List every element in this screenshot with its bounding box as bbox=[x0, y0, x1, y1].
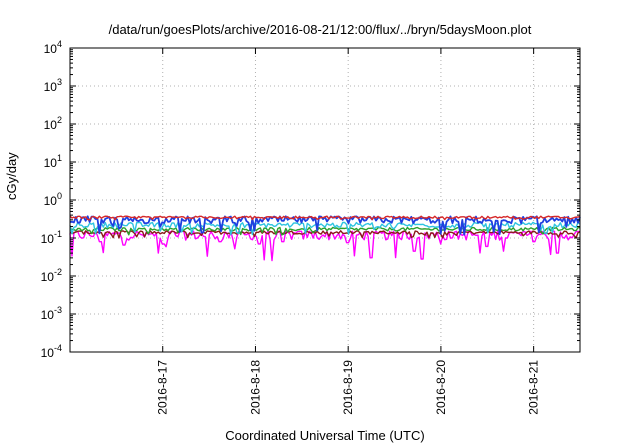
x-tick-label: 2016-8-18 bbox=[248, 360, 262, 415]
y-tick-label: 10-3 bbox=[41, 305, 62, 322]
y-tick-label: 10-1 bbox=[41, 229, 62, 246]
y-tick-label: 100 bbox=[44, 191, 62, 208]
series-line bbox=[69, 215, 581, 221]
x-tick-label: 2016-8-20 bbox=[434, 360, 448, 415]
y-tick-label: 104 bbox=[44, 39, 62, 56]
chart-title: /data/run/goesPlots/archive/2016-08-21/1… bbox=[108, 22, 532, 37]
x-tick-label: 2016-8-17 bbox=[156, 360, 170, 415]
x-axis-label: Coordinated Universal Time (UTC) bbox=[225, 428, 425, 443]
y-tick-label: 103 bbox=[44, 77, 62, 94]
series-line bbox=[69, 230, 581, 262]
y-tick-label: 10-2 bbox=[41, 267, 62, 284]
series-line bbox=[69, 230, 581, 239]
y-tick-label: 101 bbox=[44, 153, 62, 170]
y-tick-label: 102 bbox=[44, 115, 62, 132]
x-tick-label: 2016-8-19 bbox=[341, 360, 355, 415]
y-tick-label: 10-4 bbox=[41, 343, 62, 360]
x-tick-label: 2016-8-21 bbox=[527, 360, 541, 415]
grid-lines bbox=[70, 48, 580, 352]
axis-ticks: 10-4 10-3 10-2 10-1 100 101 102 103 104 2016-8-17… bbox=[41, 39, 580, 415]
y-axis-label: cGy/day bbox=[4, 152, 19, 200]
series-layer bbox=[69, 215, 581, 262]
